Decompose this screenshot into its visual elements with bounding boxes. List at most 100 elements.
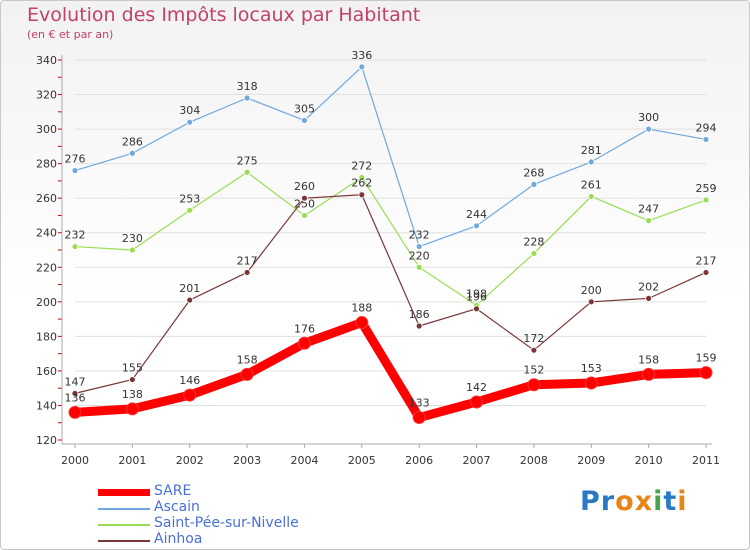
- y-tick-label: 260: [36, 192, 57, 205]
- data-label-ascain: 276: [65, 153, 86, 166]
- data-label-ainhoa: 186: [409, 308, 430, 321]
- data-label-ainhoa: 172: [523, 332, 544, 345]
- data-point-saint-p-e-sur-nivelle: [587, 193, 595, 200]
- data-point-saint-p-e-sur-nivelle: [71, 243, 79, 250]
- data-point-saint-p-e-sur-nivelle: [243, 168, 251, 176]
- x-tick-label: 2010: [635, 454, 663, 467]
- data-point-ainhoa: [128, 376, 136, 383]
- data-label-ainhoa: 200: [581, 284, 602, 297]
- x-tick-label: 2001: [118, 454, 146, 467]
- data-point-ascain: [301, 117, 308, 124]
- data-label-ascain: 286: [122, 135, 143, 148]
- data-label-saint-p-e-sur-nivelle: 247: [638, 203, 659, 216]
- data-point-ascain: [702, 136, 710, 143]
- logo-letter: o: [615, 486, 635, 517]
- data-label-ainhoa: 147: [65, 375, 86, 388]
- data-label-ainhoa: 217: [696, 254, 717, 267]
- data-point-ascain: [473, 222, 480, 230]
- x-tick-label: 2003: [233, 454, 261, 467]
- data-point-ascain: [645, 125, 653, 133]
- data-label-sare: 176: [294, 322, 315, 335]
- y-tick-label: 180: [36, 330, 57, 343]
- data-label-saint-p-e-sur-nivelle: 253: [179, 192, 200, 205]
- data-point-sare: [412, 411, 426, 425]
- data-label-ainhoa: 155: [122, 362, 143, 375]
- data-point-ainhoa: [530, 346, 538, 354]
- x-tick-label: 2008: [520, 454, 548, 467]
- data-point-ainhoa: [243, 269, 251, 276]
- y-tick-label: 120: [36, 434, 57, 447]
- data-label-ascain: 300: [638, 111, 659, 124]
- data-label-sare: 158: [237, 353, 258, 366]
- data-point-saint-p-e-sur-nivelle: [702, 196, 710, 204]
- data-point-ascain: [415, 243, 423, 250]
- x-tick-label: 2007: [463, 454, 491, 467]
- legend-label: Ainhoa: [154, 531, 203, 547]
- data-point-sare: [642, 367, 656, 381]
- legend-label: Ascain: [154, 499, 200, 515]
- logo-letter: t: [663, 486, 678, 517]
- data-label-sare: 152: [523, 364, 544, 377]
- data-label-sare: 188: [351, 302, 372, 315]
- legend-label: Saint-Pée-sur-Nivelle: [154, 515, 299, 531]
- series-line-sare: [70, 318, 711, 423]
- data-label-ascain: 318: [237, 80, 258, 93]
- data-point-ascain: [243, 94, 251, 102]
- x-tick-label: 2005: [348, 454, 376, 467]
- data-label-ascain: 305: [294, 102, 315, 115]
- data-label-ainhoa: 202: [638, 280, 659, 293]
- data-point-saint-p-e-sur-nivelle: [530, 250, 538, 257]
- data-point-ainhoa: [301, 194, 308, 202]
- data-point-sare: [355, 316, 369, 330]
- y-tick-label: 220: [36, 261, 57, 274]
- data-label-saint-p-e-sur-nivelle: 259: [696, 182, 717, 195]
- data-label-ainhoa: 201: [179, 282, 200, 295]
- data-label-ascain: 304: [179, 104, 200, 117]
- x-tick-label: 2011: [692, 454, 720, 467]
- data-point-ascain: [128, 149, 136, 157]
- y-tick-label: 320: [36, 89, 57, 102]
- logo-letter: r: [600, 486, 616, 517]
- data-point-sare: [297, 336, 311, 350]
- y-tick-label: 140: [36, 399, 57, 412]
- legend-label: SARE: [154, 483, 192, 499]
- data-label-saint-p-e-sur-nivelle: 198: [466, 287, 487, 300]
- data-label-ascain: 336: [351, 49, 372, 62]
- data-label-saint-p-e-sur-nivelle: 272: [351, 159, 372, 172]
- data-point-saint-p-e-sur-nivelle: [301, 212, 308, 219]
- x-tick-label: 2002: [176, 454, 204, 467]
- y-tick-label: 340: [36, 54, 57, 67]
- logo-letter: P: [580, 486, 601, 517]
- logo-letter: i: [653, 486, 664, 517]
- data-point-ainhoa: [473, 305, 480, 313]
- data-point-saint-p-e-sur-nivelle: [415, 263, 423, 271]
- legend-swatch: [98, 524, 150, 526]
- data-point-ascain: [587, 158, 595, 166]
- data-point-ainhoa: [71, 389, 79, 397]
- chart-subtitle: (en € et par an): [27, 28, 114, 41]
- data-label-sare: 142: [466, 381, 487, 394]
- series-line-ainhoa: [74, 194, 707, 394]
- data-label-sare: 146: [179, 374, 200, 387]
- y-tick-label: 240: [36, 227, 57, 240]
- data-point-ainhoa: [415, 322, 423, 330]
- data-label-saint-p-e-sur-nivelle: 275: [237, 154, 258, 167]
- data-point-sare: [470, 395, 484, 409]
- data-label-ainhoa: 196: [466, 291, 487, 304]
- y-tick-label: 200: [36, 296, 57, 309]
- data-label-sare: 136: [65, 391, 86, 404]
- data-label-sare: 153: [581, 362, 602, 375]
- data-label-sare: 138: [122, 388, 143, 401]
- data-label-saint-p-e-sur-nivelle: 228: [523, 235, 544, 248]
- data-point-sare: [125, 402, 139, 416]
- series-line-ascain: [74, 66, 707, 248]
- data-label-saint-p-e-sur-nivelle: 232: [65, 229, 86, 242]
- series-line-saint-p-e-sur-nivelle: [74, 171, 707, 306]
- x-tick-label: 2000: [61, 454, 89, 467]
- data-label-ascain: 244: [466, 208, 487, 221]
- data-label-sare: 159: [696, 352, 717, 365]
- data-point-ascain: [358, 63, 366, 71]
- data-point-ainhoa: [186, 296, 194, 304]
